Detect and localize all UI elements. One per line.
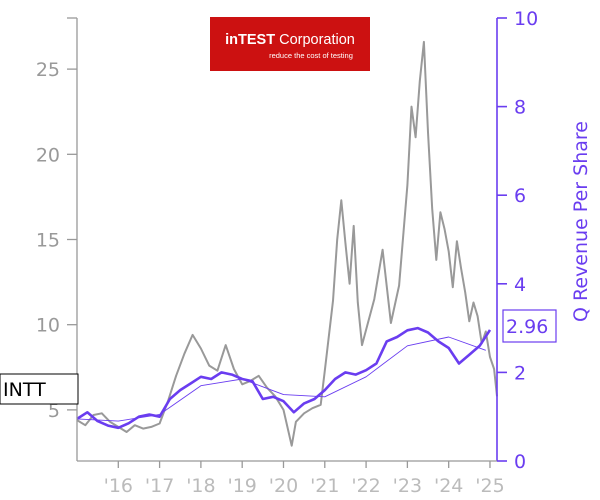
last-value-label: 2.96: [506, 316, 548, 338]
last-value-box: [502, 309, 557, 343]
right-tick-label: 0: [514, 451, 526, 473]
series-line-2: [76, 326, 492, 430]
right-tick-label: 4: [514, 274, 526, 296]
ticker-label-box: [0, 373, 79, 405]
labels-layer: INTT 2.96: [0, 309, 557, 405]
right-tick-label: 8: [514, 97, 526, 119]
logo-brand-rest: Corporation: [275, 32, 355, 48]
logo-brand-bold: inTEST: [225, 32, 275, 48]
x-tick-label: '16: [104, 475, 133, 497]
logo-tagline: reduce the cost of testing: [269, 51, 353, 60]
right-axis-title: Q Revenue Per Share: [570, 121, 592, 322]
ticker-label: INTT: [3, 379, 46, 401]
right-tick-label: 2: [514, 362, 526, 384]
left-tick-label: 20: [36, 144, 60, 166]
x-tick-label: '18: [186, 475, 215, 497]
intest-logo-image: inTEST Corporation reduce the cost of te…: [210, 17, 370, 71]
x-axis: '16 '17 '18 '19 '20 '21 '22 '23 '24 '25: [77, 460, 505, 497]
left-tick-label: 25: [36, 59, 60, 81]
x-tick-label: '24: [434, 475, 463, 497]
right-tick-label: 6: [514, 185, 526, 207]
x-tick-label: '17: [145, 475, 174, 497]
left-tick-label: 10: [36, 315, 60, 337]
left-axis: 5 10 15 20 25: [36, 17, 78, 461]
x-tick-label: '20: [269, 475, 298, 497]
left-tick-label: 15: [36, 230, 60, 252]
x-tick-label: '23: [393, 475, 422, 497]
x-tick-label: '19: [227, 475, 256, 497]
series-line-1: [76, 40, 498, 447]
series-line-3: [76, 336, 486, 422]
left-tick-label: 5: [48, 400, 60, 422]
right-tick-label: 10: [514, 8, 538, 30]
logo-background: [210, 17, 370, 71]
series-layer: [76, 40, 498, 447]
logo-brand: inTEST Corporation: [225, 32, 355, 48]
x-tick-label: '22: [351, 475, 380, 497]
x-tick-label: '21: [310, 475, 339, 497]
right-axis: 0 2 4 6 8 10 Q Revenue Per Share: [496, 8, 592, 473]
x-tick-label: '25: [475, 475, 504, 497]
company-logo: inTEST Corporation reduce the cost of te…: [210, 17, 370, 71]
